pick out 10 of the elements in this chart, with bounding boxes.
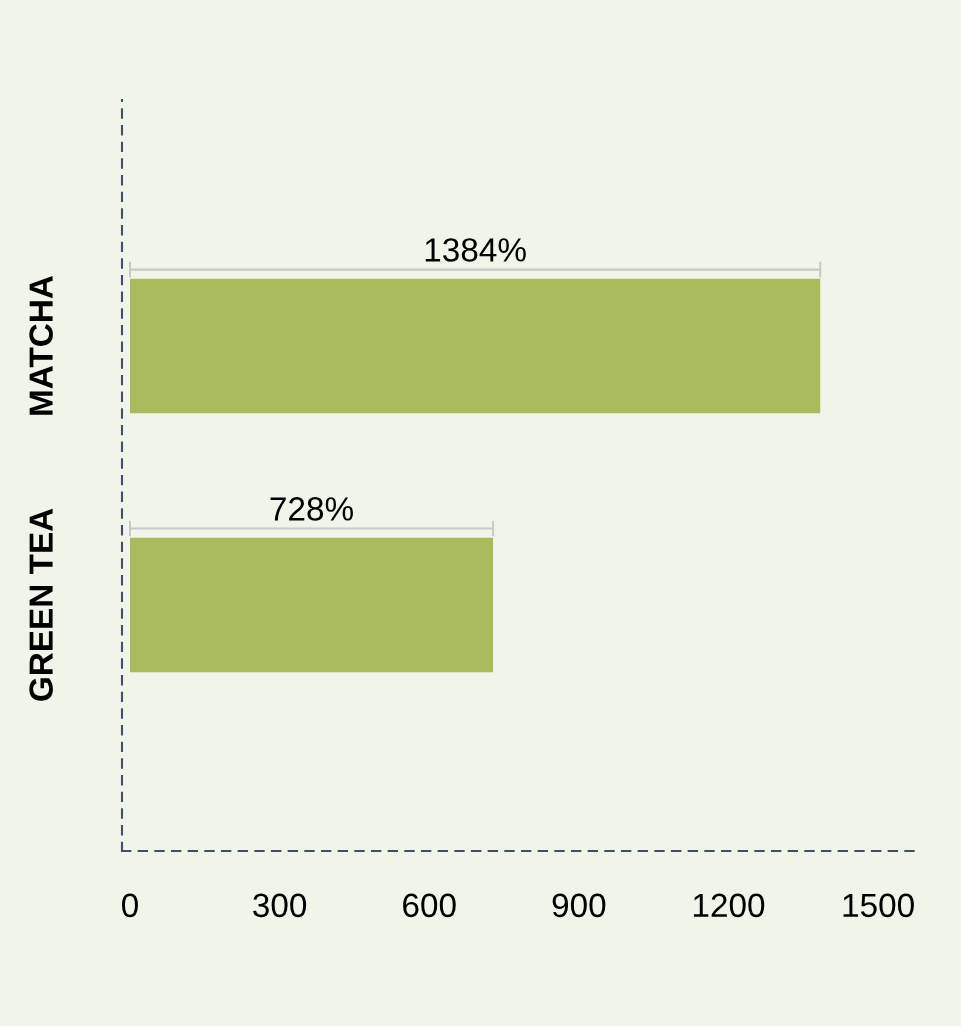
data-label: 1384%	[425, 238, 526, 262]
data-label: 728%	[270, 497, 353, 521]
x-tick-label: 900	[552, 893, 606, 918]
x-tick-label: 1500	[843, 893, 914, 918]
x-tick-label: 600	[403, 893, 456, 918]
x-tick-label: 1200	[693, 893, 765, 918]
y-tick-label: MATCHA	[29, 275, 53, 415]
x-tick-label: 300	[253, 893, 307, 918]
y-tick-label: GREEN TEA	[29, 508, 53, 701]
x-tick-label: 0	[122, 893, 138, 918]
